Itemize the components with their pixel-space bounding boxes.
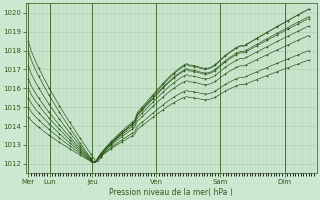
X-axis label: Pression niveau de la mer( hPa ): Pression niveau de la mer( hPa ) — [109, 188, 233, 197]
